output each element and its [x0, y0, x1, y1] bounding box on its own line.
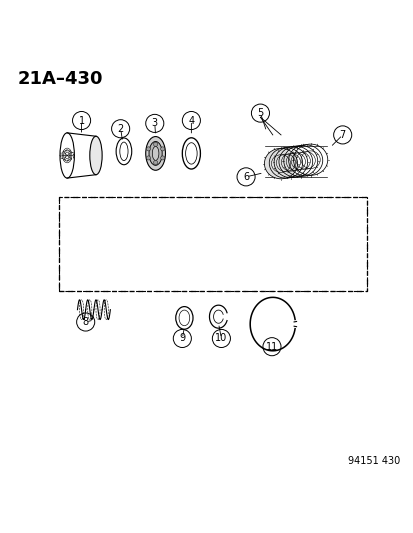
Text: 21A–430: 21A–430: [18, 70, 103, 88]
Text: 9: 9: [179, 334, 185, 343]
Bar: [59, 197, 366, 291]
Circle shape: [153, 160, 157, 165]
Circle shape: [146, 156, 150, 160]
Text: 94151 430: 94151 430: [347, 456, 399, 466]
Circle shape: [160, 147, 164, 151]
Text: 6: 6: [242, 172, 249, 182]
Ellipse shape: [145, 136, 165, 170]
Ellipse shape: [149, 141, 162, 165]
Ellipse shape: [152, 147, 159, 160]
Text: 11: 11: [265, 342, 278, 352]
Circle shape: [160, 156, 164, 160]
Text: 7: 7: [339, 130, 345, 140]
Text: 10: 10: [215, 334, 227, 343]
Text: 4: 4: [188, 116, 194, 125]
Text: 8: 8: [83, 317, 88, 327]
Ellipse shape: [264, 148, 297, 179]
Text: 3: 3: [151, 118, 157, 128]
Circle shape: [146, 147, 150, 151]
Text: 5: 5: [257, 108, 263, 118]
Text: 2: 2: [117, 124, 123, 134]
Text: 1: 1: [78, 116, 84, 125]
Circle shape: [153, 142, 157, 147]
Ellipse shape: [90, 136, 102, 175]
